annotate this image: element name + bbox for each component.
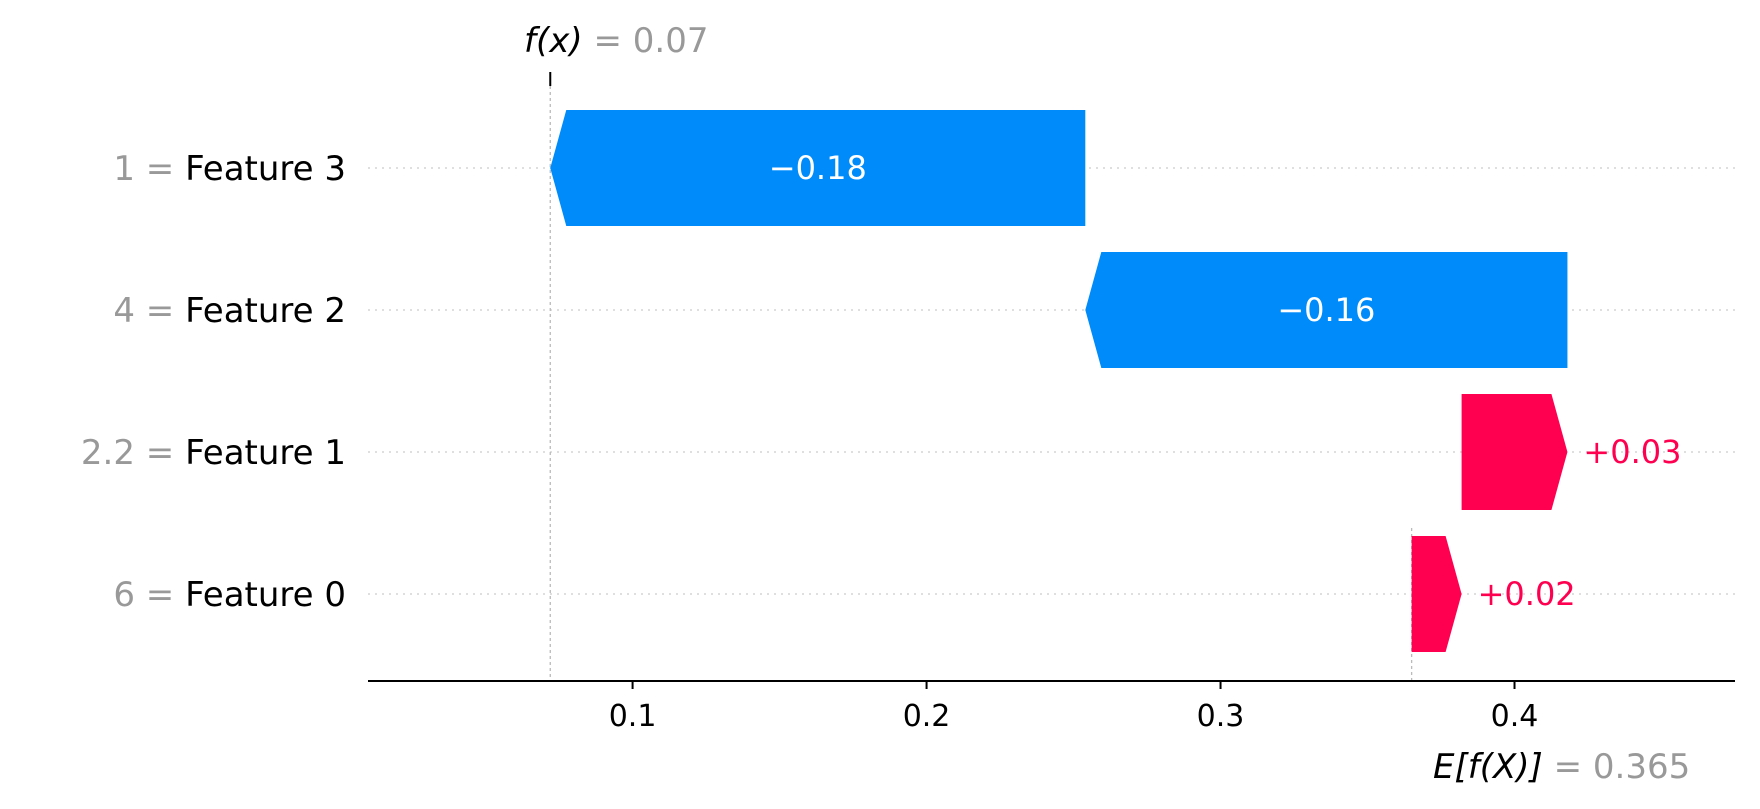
bar-feature-2 bbox=[1085, 252, 1568, 368]
feature-name: Feature 2 bbox=[185, 291, 346, 331]
feature-value: 6 = bbox=[113, 575, 185, 615]
y-tick-labels: 1 = Feature 3 4 = Feature 2 2.2 = Feature … bbox=[81, 149, 346, 615]
feature-value: 2.2 = bbox=[81, 433, 185, 473]
bar-value-label: −0.18 bbox=[769, 149, 867, 187]
x-axis: 0.1 0.2 0.3 0.4 bbox=[368, 680, 1735, 734]
x-tick-label: 0.2 bbox=[903, 699, 951, 734]
bar-value-label: +0.03 bbox=[1583, 433, 1681, 471]
y-tick-label: 1 = Feature 3 bbox=[113, 149, 346, 189]
bar-labels: −0.18 −0.16 +0.03 +0.02 bbox=[769, 149, 1682, 613]
grid-lines bbox=[368, 167, 1735, 595]
bar-feature-1 bbox=[1461, 394, 1568, 510]
x-tick-label: 0.4 bbox=[1491, 699, 1539, 734]
fx-value: = 0.07 bbox=[593, 21, 708, 61]
bars bbox=[550, 110, 1568, 652]
fx-annotation: f(x) = 0.07 bbox=[524, 21, 708, 61]
bar-value-label: −0.16 bbox=[1277, 291, 1375, 329]
y-tick-label: 6 = Feature 0 bbox=[113, 575, 346, 615]
feature-name: Feature 0 bbox=[185, 575, 346, 615]
y-tick-label: 4 = Feature 2 bbox=[113, 291, 346, 331]
feature-value: 4 = bbox=[113, 291, 185, 331]
efx-annotation: E[f(X)] = 0.365 bbox=[1433, 747, 1690, 787]
bar-feature-0 bbox=[1411, 536, 1462, 652]
feature-value: 1 = bbox=[113, 149, 185, 189]
fx-label: f(x) bbox=[524, 21, 593, 61]
efx-value: = 0.365 bbox=[1554, 747, 1691, 787]
feature-name: Feature 3 bbox=[185, 149, 346, 189]
bar-value-label: +0.02 bbox=[1478, 575, 1576, 613]
x-tick-label: 0.1 bbox=[609, 699, 657, 734]
bar-feature-3 bbox=[550, 110, 1086, 226]
y-tick-label: 2.2 = Feature 1 bbox=[81, 433, 346, 473]
efx-label: E[f(X)] bbox=[1433, 747, 1554, 787]
x-tick-label: 0.3 bbox=[1197, 699, 1245, 734]
feature-name: Feature 1 bbox=[185, 433, 346, 473]
